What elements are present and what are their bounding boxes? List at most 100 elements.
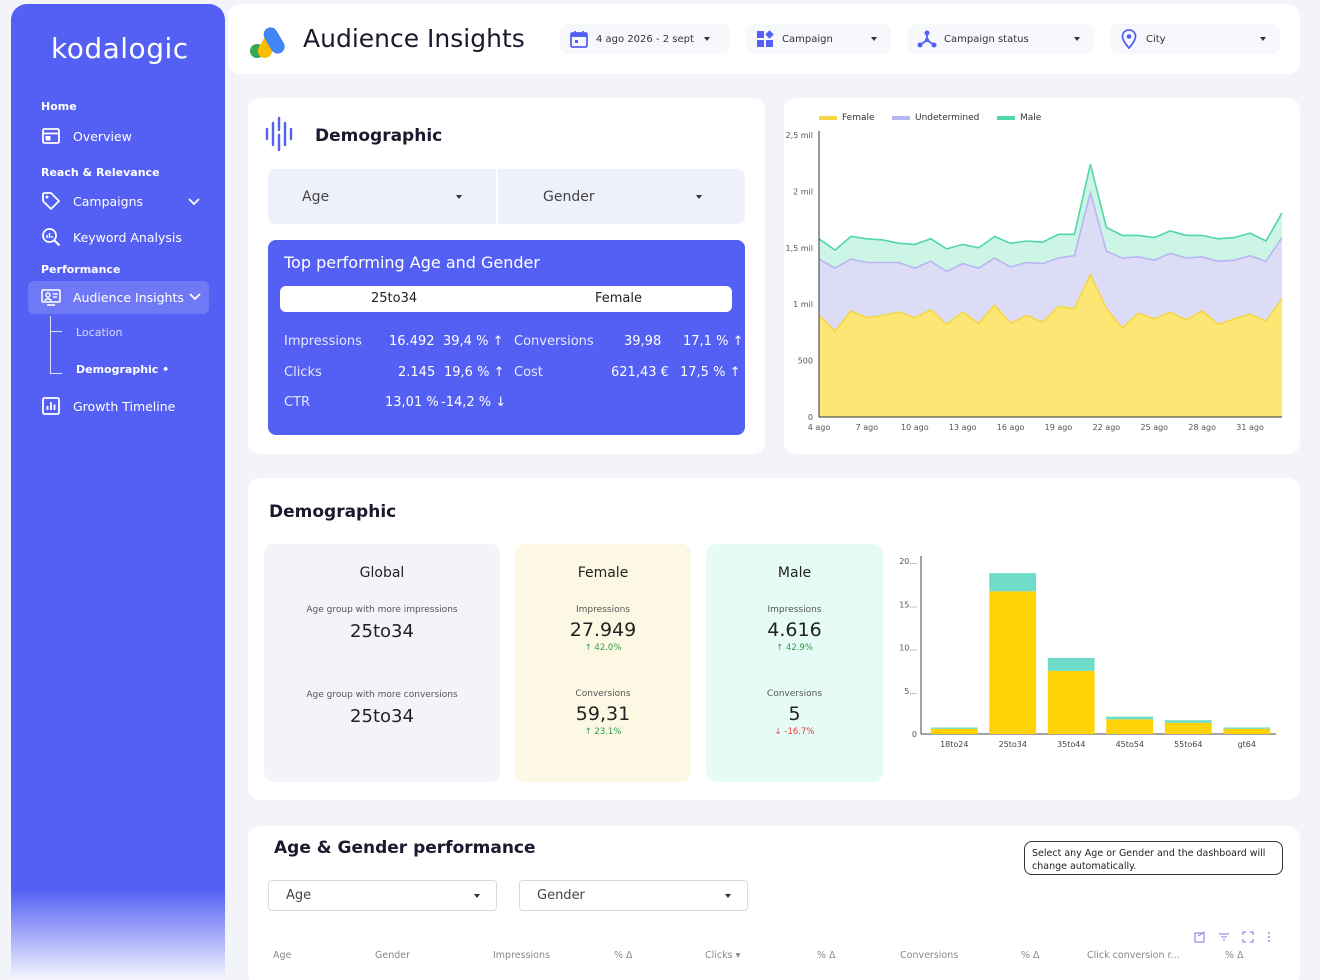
metric-label: Impressions [284, 334, 362, 349]
bar-male [930, 727, 978, 729]
arrow-up-icon: ↑ [729, 365, 741, 380]
fullscreen-icon[interactable] [1242, 928, 1254, 947]
sidebar-item-growth-timeline[interactable]: Growth Timeline [40, 391, 208, 421]
location-pin-icon [1118, 28, 1140, 50]
box-delta: ↑ 42.9% [706, 643, 883, 653]
global-summary-box: Global Age group with more impressions 2… [264, 544, 500, 782]
age-gender-performance-card: Age & Gender performance Select any Age … [248, 826, 1300, 980]
box-delta: ↑ 23.1% [515, 727, 691, 737]
sidebar-subitem-demographic[interactable]: Demographic • [76, 363, 170, 376]
y-tick-label: 2 mil [793, 187, 813, 196]
metric-delta: 17,1 % ↑ [683, 334, 743, 349]
select-label: Age [302, 188, 330, 205]
y-tick-label: 500 [798, 357, 813, 366]
sidebar-item-campaigns[interactable]: Campaigns [40, 186, 208, 216]
top-segment-pill: 25to34 Female [280, 286, 732, 312]
arrow-up-icon: ↑ [584, 727, 592, 737]
legend-swatch [819, 116, 837, 120]
legend-male[interactable]: Male [997, 113, 1041, 123]
search-analytics-icon [40, 226, 62, 248]
x-tick-label: 31 ago [1236, 423, 1264, 432]
box-delta: ↓ -16.7% [706, 727, 883, 737]
box-label: Impressions [767, 605, 822, 615]
y-tick-label: 1 mil [793, 300, 813, 309]
female-area [819, 274, 1282, 417]
select-label: Age [286, 888, 312, 903]
sidebar-item-audience-insights[interactable]: Audience Insights [28, 281, 209, 314]
column-header-conversions[interactable]: Conversions [900, 950, 959, 961]
table-toolbar [1194, 928, 1272, 947]
select-label: Gender [537, 888, 585, 903]
column-header-rate-delta[interactable]: % Δ [1225, 950, 1244, 961]
column-header-conversions-delta[interactable]: % Δ [1021, 950, 1040, 961]
delta-text: 17,1 % [683, 334, 729, 349]
box-value: 25to34 [350, 706, 414, 727]
box-label: Age group with more conversions [306, 690, 458, 700]
column-header-impressions-delta[interactable]: % Δ [614, 950, 633, 961]
demographic-section-card: Demographic Global Age group with more i… [248, 478, 1300, 800]
box-value: 25to34 [350, 621, 414, 642]
metric-value: 13,01 % [385, 395, 439, 410]
age-select[interactable]: Age [268, 880, 497, 911]
city-filter[interactable]: City [1110, 24, 1280, 54]
date-range-filter[interactable]: 4 ago 2026 - 2 sept 2 [560, 24, 730, 54]
caret-down-icon [1260, 37, 1266, 41]
metric-delta: -14,2 % ↓ [441, 395, 506, 410]
section-title: Age & Gender performance [274, 838, 536, 858]
y-tick-label: 0 [912, 730, 917, 739]
campaign-filter[interactable]: Campaign [746, 24, 891, 54]
arrow-up-icon: ↑ [492, 334, 504, 349]
column-header-clicks-delta[interactable]: % Δ [817, 950, 836, 961]
sidebar: kodalogic Home Overview Reach & Relevanc… [11, 4, 225, 980]
column-header-impressions[interactable]: Impressions [493, 950, 550, 961]
x-tick-label: 13 ago [949, 423, 977, 432]
metric-value: 39,98 [624, 334, 662, 349]
delta-text: 23.1% [594, 727, 622, 737]
top-performing-panel: Top performing Age and Gender 25to34 Fem… [268, 240, 745, 435]
export-icon[interactable] [1194, 928, 1206, 947]
card-title: Demographic [315, 126, 443, 146]
sidebar-item-label: Overview [73, 128, 132, 144]
filter-icon[interactable] [1218, 928, 1230, 947]
x-tick-label: 19 ago [1045, 423, 1073, 432]
arrow-up-icon: ↑ [776, 643, 784, 653]
gender-trend-chart-card: Female Undetermined Male 0 500 1 mil 1,5 mi… [784, 98, 1300, 454]
x-tick-label: 7 ago [856, 423, 879, 432]
top-header: Audience Insights 4 ago 2026 - 2 sept 2 … [228, 4, 1300, 74]
box-label: Conversions [575, 689, 631, 699]
age-stacked-bar-chart: 0 5... 10... 15... 20... 18to24 25to34 35to44 45… [899, 556, 1276, 749]
bar-female [1164, 722, 1212, 734]
age-select[interactable]: Age [302, 169, 472, 224]
chevron-down-icon[interactable] [189, 289, 201, 304]
widgets-icon [754, 28, 776, 50]
campaign-status-filter[interactable]: Campaign status [908, 24, 1094, 54]
chevron-down-icon[interactable] [188, 194, 200, 209]
caret-down-icon [725, 894, 731, 898]
sidebar-subitem-location[interactable]: Location [76, 326, 123, 339]
box-label: Conversions [766, 689, 823, 699]
more-vert-icon[interactable] [1266, 928, 1272, 947]
delta-text: 42.9% [785, 643, 813, 653]
metric-delta: 17,5 % ↑ [680, 365, 740, 380]
column-header-click-conversion-rate[interactable]: Click conversion r... [1087, 950, 1180, 961]
legend-undetermined[interactable]: Undetermined [892, 113, 979, 123]
column-header-gender[interactable]: Gender [375, 950, 411, 961]
column-header-age[interactable]: Age [273, 950, 292, 961]
metric-label: CTR [284, 395, 311, 410]
sidebar-item-overview[interactable]: Overview [40, 121, 208, 151]
gender-select[interactable]: Gender [519, 880, 748, 911]
column-header-clicks[interactable]: Clicks ▾ [705, 950, 740, 961]
bar-female [1223, 728, 1271, 734]
y-tick-label: 15... [899, 600, 917, 609]
x-tick-label: 18to24 [940, 740, 968, 749]
delta-text: 42.0% [594, 643, 622, 653]
filter-label: Campaign status [944, 33, 1029, 45]
bar-male [1047, 657, 1095, 671]
gender-select[interactable]: Gender [543, 169, 713, 224]
section-title: Demographic [269, 502, 397, 522]
stacked-area-chart: 0 500 1 mil 1,5 mil 2 mil 2,5 mil 4 ago 7 ago 10… [785, 131, 1283, 432]
help-note: Select any Age or Gender and the dashboa… [1024, 841, 1283, 875]
sidebar-item-keyword-analysis[interactable]: Keyword Analysis [40, 222, 208, 252]
x-tick-label: 25to34 [999, 740, 1027, 749]
legend-female[interactable]: Female [819, 113, 875, 123]
